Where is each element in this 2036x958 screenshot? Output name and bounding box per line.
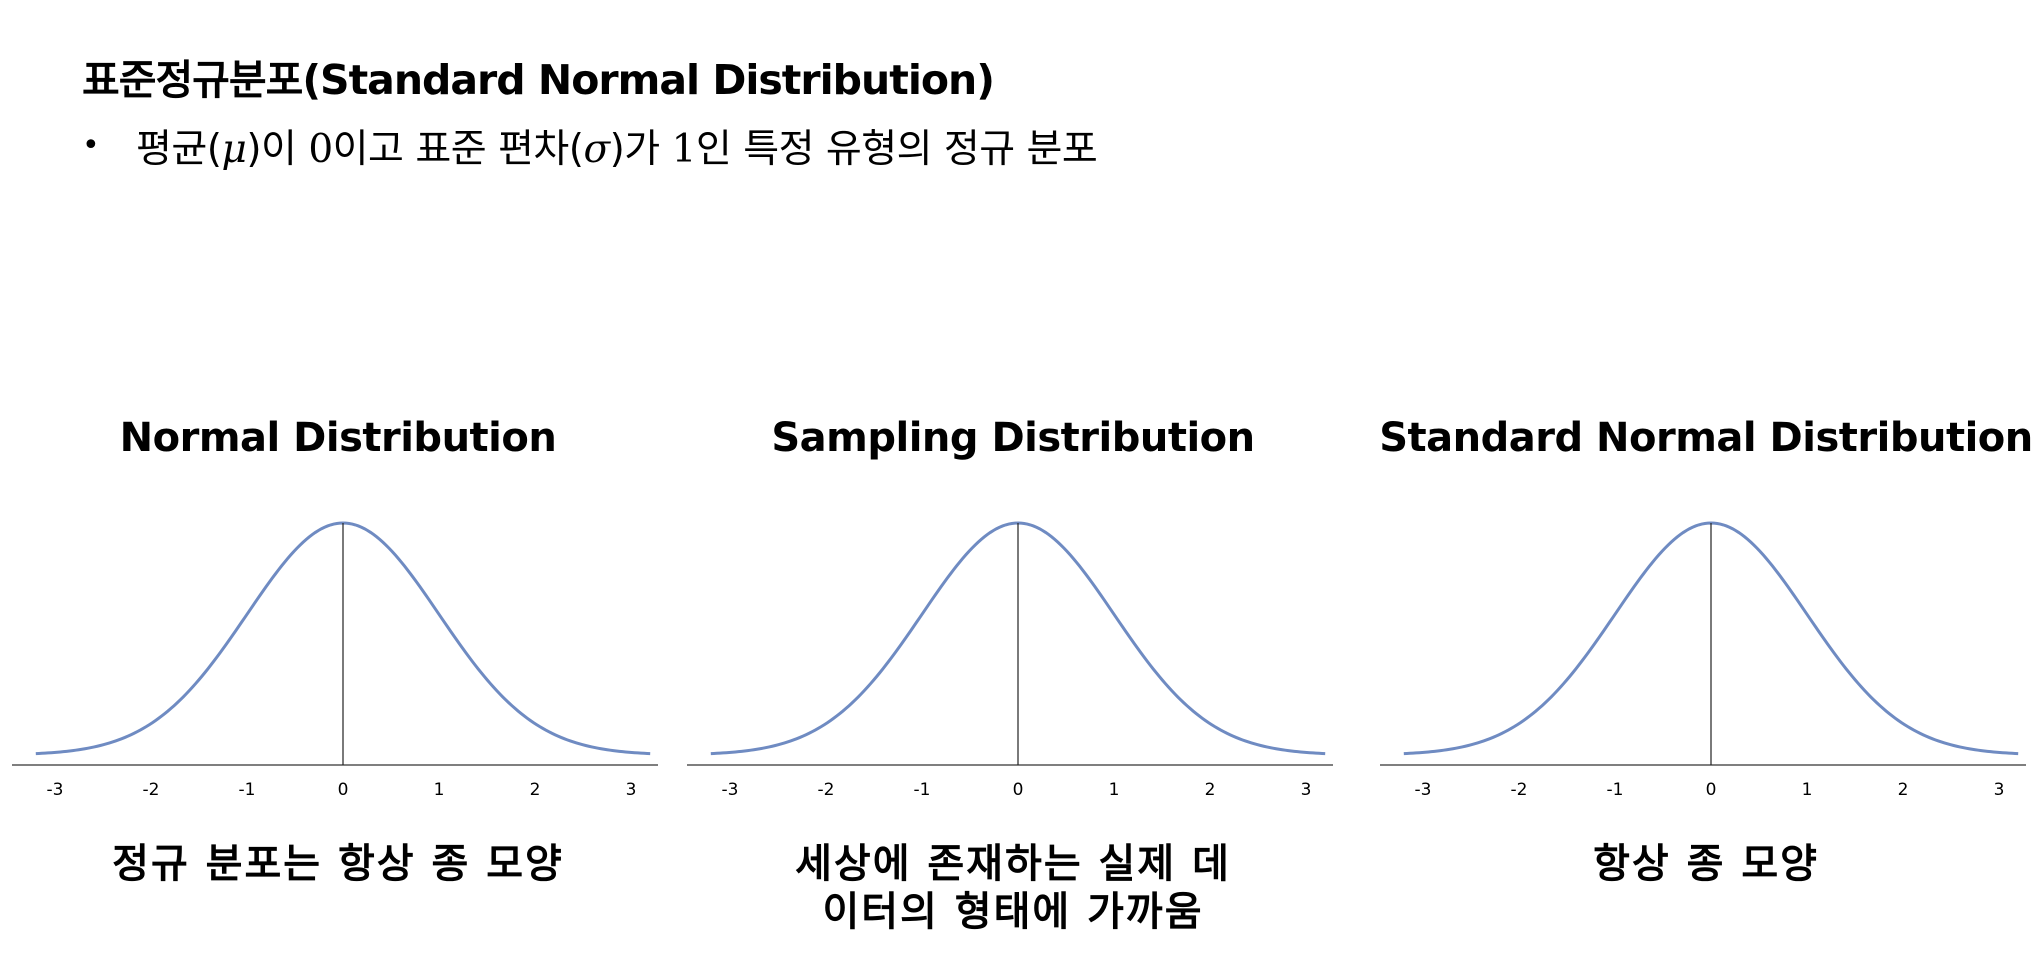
chart-title: Standard Normal Distribution [1379, 415, 2033, 461]
x-tick-label: -1 [239, 780, 256, 800]
page-title: 표준정규분포(Standard Normal Distribution) [82, 56, 995, 104]
bullet-post: 인 특정 유형의 정규 분포 [695, 127, 1098, 172]
mu-symbol: μ [221, 127, 247, 172]
x-tick-label: 3 [1301, 780, 1312, 800]
caption-line: 정규 분포는 항상 종 모양 [112, 841, 564, 887]
x-tick-label: -3 [47, 780, 64, 800]
bullet-dot-icon: • [82, 128, 100, 163]
x-tick-label: 3 [626, 780, 637, 800]
bullet-item: • 평균(μ)이 0이고 표준 편차(σ)가 1인 특정 유형의 정규 분포 [82, 118, 1098, 174]
x-tick-label: 2 [530, 780, 541, 800]
chart-title: Sampling Distribution [771, 415, 1255, 461]
caption-line-1: 세상에 존재하는 실제 데 [795, 841, 1231, 887]
chart-caption: 세상에 존재하는 실제 데 이터의 형태에 가까움 [683, 840, 1343, 936]
x-tick-label: 1 [434, 780, 445, 800]
x-tick-label: 3 [1994, 780, 2005, 800]
mean-value: 0 [308, 127, 333, 172]
chart-caption: 정규 분포는 항상 종 모양 [8, 840, 668, 888]
x-tick-label: -1 [914, 780, 931, 800]
x-tick-label: 1 [1802, 780, 1813, 800]
x-tick-label: -1 [1607, 780, 1624, 800]
x-tick-label: -3 [1415, 780, 1432, 800]
x-tick-label: -2 [143, 780, 160, 800]
x-tick-label: 0 [338, 780, 349, 800]
caption-line: 항상 종 모양 [1593, 841, 1819, 887]
x-tick-label: -3 [722, 780, 739, 800]
bullet-mid3: )가 [609, 127, 672, 172]
chart-plot: -3 -2 -1 0 1 2 3 [12, 521, 658, 800]
x-tick-label: 1 [1109, 780, 1120, 800]
sd-value: 1 [671, 127, 697, 172]
caption-block: 항상 종 모양 [1376, 840, 2036, 888]
chart-plot: -3 -2 -1 0 1 2 3 [687, 521, 1333, 800]
caption-line-2: 이터의 형태에 가까움 [822, 889, 1204, 935]
chart-panel-normal: Normal Distribution -3 -2 -1 0 1 2 3 정규 분포는 항상… [8, 415, 668, 955]
bullet-mid1: )이 [246, 127, 309, 172]
chart-plot: -3 -2 -1 0 1 2 3 [1380, 521, 2026, 800]
x-tick-label: 0 [1013, 780, 1024, 800]
chart-panel-standard: Standard Normal Distribution -3 -2 -1 0 1 2 3 … [1376, 415, 2036, 955]
chart-panel-sampling: Sampling Distribution -3 -2 -1 0 1 2 3 세상에 존재하… [683, 415, 1343, 955]
x-tick-label: -2 [1511, 780, 1528, 800]
sigma-symbol: σ [583, 127, 610, 172]
x-tick-label: 2 [1898, 780, 1909, 800]
bullet-mid2: 이고 표준 편차( [332, 127, 584, 172]
x-tick-label: 2 [1205, 780, 1216, 800]
bullet-pre: 평균( [136, 127, 222, 172]
x-tick-label: -2 [818, 780, 835, 800]
x-tick-label: 0 [1706, 780, 1717, 800]
chart-title: Normal Distribution [119, 415, 557, 461]
bullet-text: 평균(μ)이 0이고 표준 편차(σ)가 1인 특정 유형의 정규 분포 [136, 118, 1098, 174]
